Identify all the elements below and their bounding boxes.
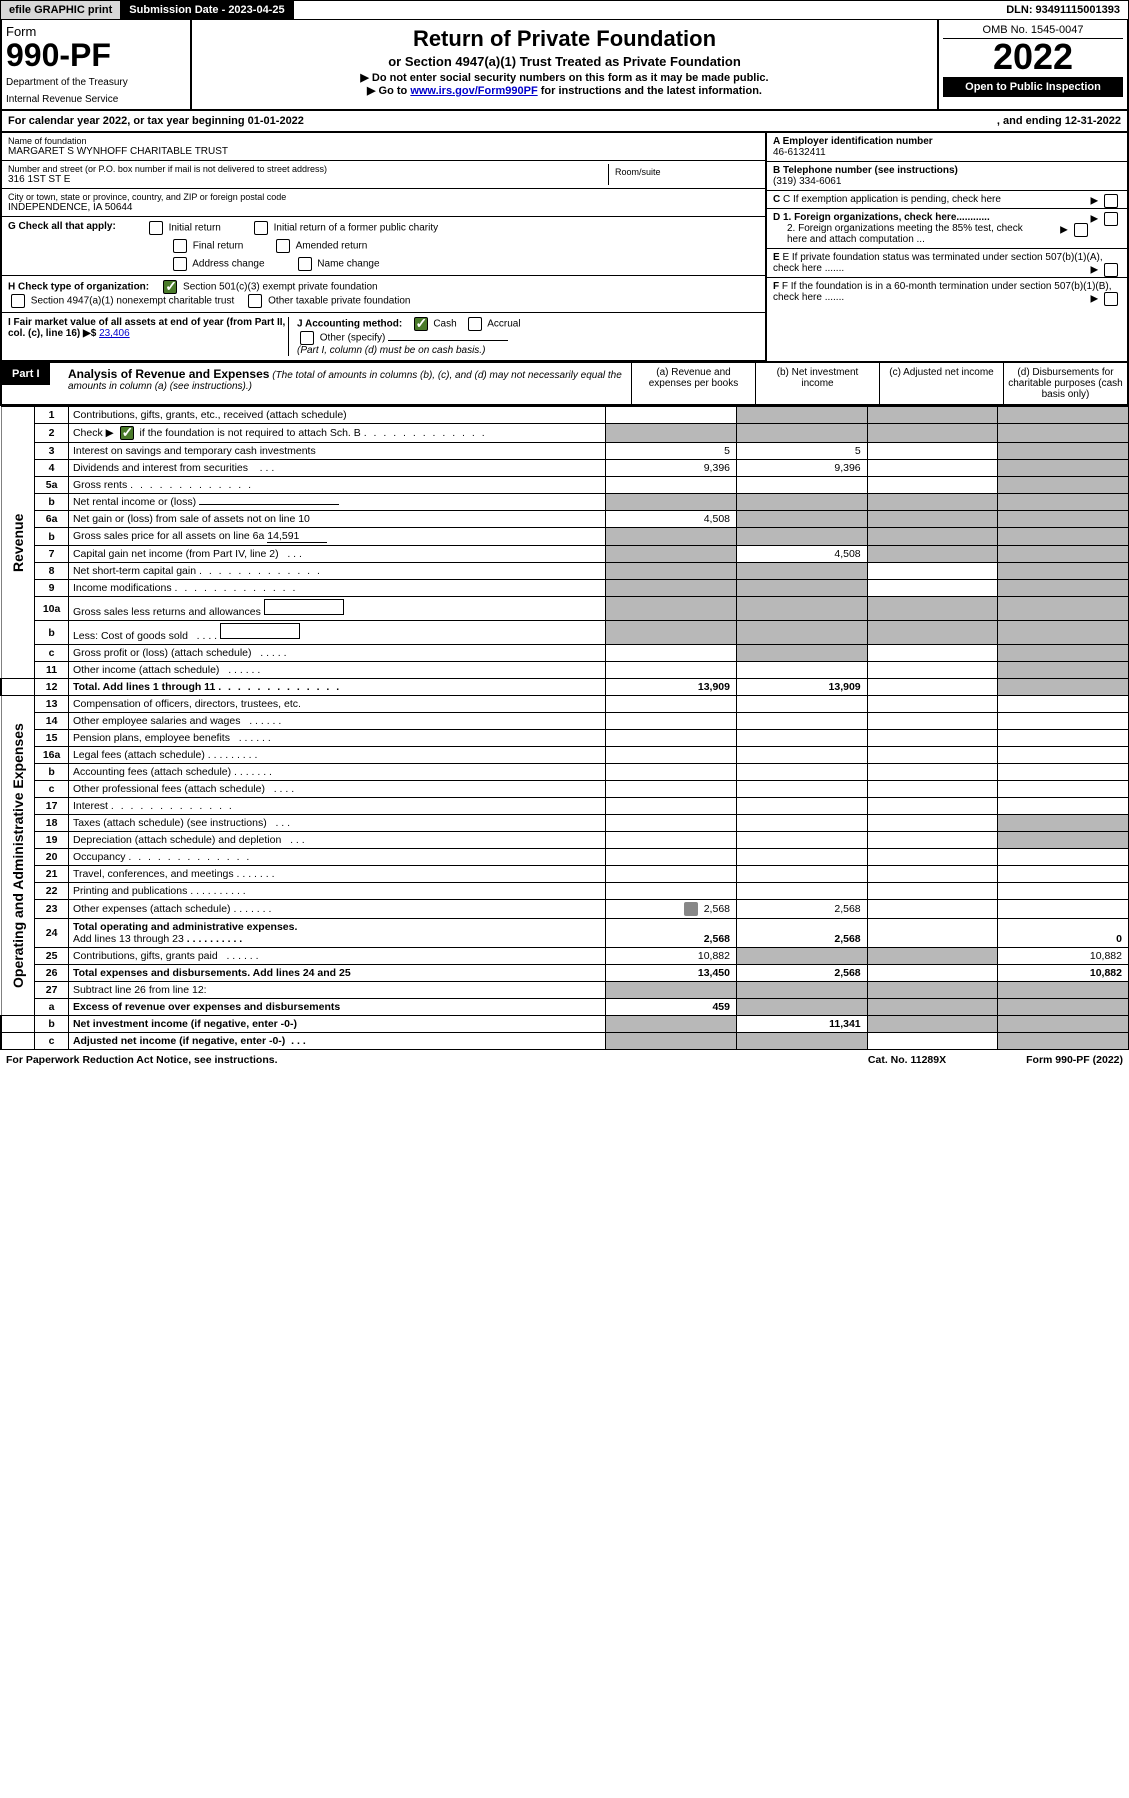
irs-link[interactable]: www.irs.gov/Form990PF xyxy=(410,85,537,97)
e-label: E If private foundation status was termi… xyxy=(773,252,1103,274)
part1-badge: Part I xyxy=(2,363,50,385)
d2-label: 2. Foreign organizations meeting the 85%… xyxy=(773,223,1043,245)
dln-number: DLN: 93491115001393 xyxy=(998,1,1128,19)
dept-treasury: Department of the Treasury xyxy=(6,77,186,88)
checkbox-address-change[interactable] xyxy=(173,257,187,271)
h-label: H Check type of organization: xyxy=(8,282,149,293)
catalog-number: Cat. No. 11289X xyxy=(868,1054,946,1066)
open-public-badge: Open to Public Inspection xyxy=(943,77,1123,97)
checkbox-amended[interactable] xyxy=(276,239,290,253)
g-label: G Check all that apply: xyxy=(8,221,116,232)
checkbox-501c3[interactable] xyxy=(163,280,177,294)
i-label: I Fair market value of all assets at end… xyxy=(8,317,285,339)
calendar-year-row: For calendar year 2022, or tax year begi… xyxy=(0,111,1129,133)
col-c-header: (c) Adjusted net income xyxy=(879,363,1003,404)
part1-title: Analysis of Revenue and Expenses xyxy=(68,367,269,381)
entity-info: Name of foundation MARGARET S WYNHOFF CH… xyxy=(0,133,1129,363)
checkbox-other-taxable[interactable] xyxy=(248,294,262,308)
col-d-header: (d) Disbursements for charitable purpose… xyxy=(1003,363,1127,404)
city-label: City or town, state or province, country… xyxy=(8,192,759,202)
name-label: Name of foundation xyxy=(8,136,759,146)
col-b-header: (b) Net investment income xyxy=(755,363,879,404)
checkbox-cash[interactable] xyxy=(414,317,428,331)
d1-label: D 1. Foreign organizations, check here..… xyxy=(773,212,990,223)
ssn-note: ▶ Do not enter social security numbers o… xyxy=(198,71,931,84)
col-a-header: (a) Revenue and expenses per books xyxy=(631,363,755,404)
page-footer: For Paperwork Reduction Act Notice, see … xyxy=(0,1050,1129,1070)
phone-value: (319) 334-6061 xyxy=(773,176,841,187)
checkbox-d2[interactable] xyxy=(1074,223,1088,237)
checkbox-4947a1[interactable] xyxy=(11,294,25,308)
submission-date: Submission Date - 2023-04-25 xyxy=(121,1,293,19)
checkbox-d1[interactable] xyxy=(1104,212,1118,226)
checkbox-c[interactable] xyxy=(1104,194,1118,208)
checkbox-name-change[interactable] xyxy=(298,257,312,271)
checkbox-f[interactable] xyxy=(1104,292,1118,306)
address-label: Number and street (or P.O. box number if… xyxy=(8,164,608,174)
form-number: 990-PF xyxy=(6,39,186,71)
checkbox-final-return[interactable] xyxy=(173,239,187,253)
efile-print-button[interactable]: efile GRAPHIC print xyxy=(1,1,121,19)
checkbox-e[interactable] xyxy=(1104,263,1118,277)
irs-label: Internal Revenue Service xyxy=(6,94,186,105)
fmv-value[interactable]: 23,406 xyxy=(99,328,130,339)
j-note: (Part I, column (d) must be on cash basi… xyxy=(297,345,485,356)
foundation-name: MARGARET S WYNHOFF CHARITABLE TRUST xyxy=(8,146,759,157)
part1-table: Revenue 1Contributions, gifts, grants, e… xyxy=(0,406,1129,1050)
expenses-side-label: Operating and Administrative Expenses xyxy=(1,696,35,1016)
form-subtitle: or Section 4947(a)(1) Trust Treated as P… xyxy=(198,54,931,69)
j-label: J Accounting method: xyxy=(297,319,402,330)
checkbox-initial-former[interactable] xyxy=(254,221,268,235)
attachment-icon[interactable] xyxy=(684,902,698,916)
form-title: Return of Private Foundation xyxy=(198,26,931,52)
room-label: Room/suite xyxy=(615,167,753,177)
ein-label: A Employer identification number xyxy=(773,136,933,147)
city-state-zip: INDEPENDENCE, IA 50644 xyxy=(8,202,759,213)
paperwork-notice: For Paperwork Reduction Act Notice, see … xyxy=(6,1054,278,1066)
form-ref: Form 990-PF (2022) xyxy=(1026,1054,1123,1066)
checkbox-accrual[interactable] xyxy=(468,317,482,331)
street-address: 316 1ST ST E xyxy=(8,174,608,185)
revenue-side-label: Revenue xyxy=(1,407,35,679)
instructions-note: ▶ Go to www.irs.gov/Form990PF for instru… xyxy=(198,84,931,97)
checkbox-other-method[interactable] xyxy=(300,331,314,345)
c-label: C If exemption application is pending, c… xyxy=(783,194,1001,205)
top-bar: efile GRAPHIC print Submission Date - 20… xyxy=(0,0,1129,20)
f-label: F If the foundation is in a 60-month ter… xyxy=(773,281,1112,303)
ein-value: 46-6132411 xyxy=(773,147,826,158)
phone-label: B Telephone number (see instructions) xyxy=(773,165,958,176)
checkbox-initial-return[interactable] xyxy=(149,221,163,235)
part1-header-row: Part I Analysis of Revenue and Expenses … xyxy=(0,363,1129,406)
form-header: Form 990-PF Department of the Treasury I… xyxy=(0,20,1129,111)
tax-year: 2022 xyxy=(943,39,1123,75)
checkbox-schb[interactable] xyxy=(120,426,134,440)
